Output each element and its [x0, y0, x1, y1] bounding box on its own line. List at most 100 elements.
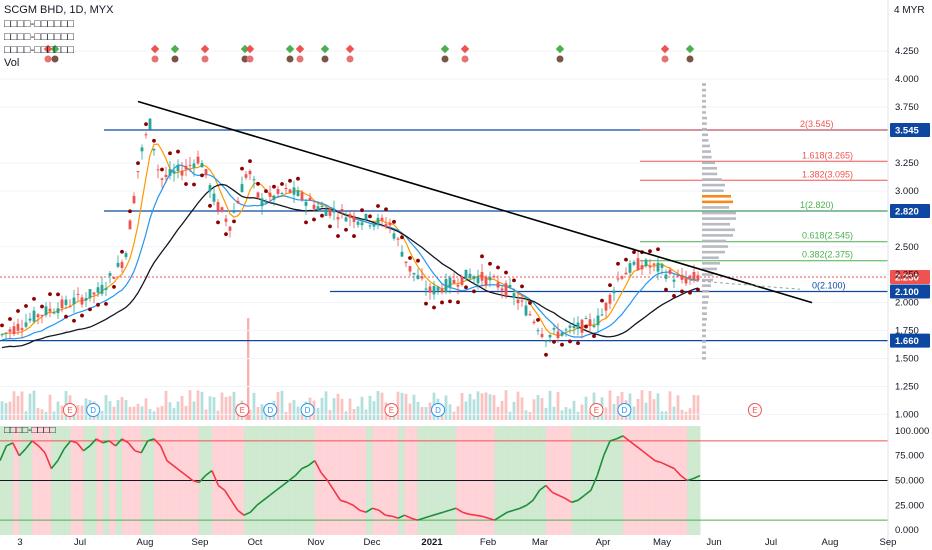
- candle-body: [328, 208, 332, 216]
- candle-body: [0, 334, 4, 336]
- candle-body: [648, 266, 652, 268]
- oscillator-line: [455, 507, 463, 513]
- oscillator-line: [577, 494, 585, 501]
- candle-body: [72, 297, 76, 305]
- oscillator-line: [648, 455, 656, 462]
- volume-bar: [176, 401, 180, 420]
- candle-body: [92, 292, 96, 295]
- oscillator-line: [391, 515, 399, 519]
- candle-body: [476, 276, 480, 284]
- oscillator-line: [641, 450, 650, 457]
- volume-bar: [52, 411, 56, 420]
- volume-bar: [512, 401, 516, 420]
- event-marker-letter: E: [752, 406, 757, 415]
- profile-bar: [702, 284, 711, 287]
- oscillator-line: [442, 509, 450, 513]
- signal-icons: [43, 44, 695, 63]
- ma-fast: [1, 143, 699, 337]
- signal-icon: [556, 55, 564, 63]
- candle-body: [200, 162, 204, 168]
- volume-bar: [584, 396, 588, 420]
- sar-dot: [72, 318, 76, 323]
- candle-body: [396, 238, 400, 240]
- candle-body: [544, 340, 548, 342]
- volume-bar: [656, 393, 660, 420]
- volume-bar: [496, 406, 500, 420]
- oscillator-line: [25, 440, 33, 450]
- candle-body: [448, 277, 452, 288]
- signal-diamond: [660, 44, 670, 54]
- volume-bar: [532, 399, 536, 420]
- volume-bar: [156, 407, 160, 420]
- oscillator-line: [237, 509, 245, 516]
- sar-dot: [352, 234, 356, 238]
- candle-body: [504, 283, 508, 296]
- oscillator-line: [583, 489, 592, 496]
- candle-body: [528, 314, 532, 316]
- profile-bar: [702, 245, 728, 248]
- price-tick-label: 4.250: [895, 46, 919, 57]
- sar-dot: [264, 189, 268, 194]
- signal-icon: [151, 55, 159, 63]
- volume-bar: [632, 406, 636, 420]
- candle-body: [560, 332, 564, 336]
- indicator-label-2[interactable]: □□□□-□□□□□□: [4, 31, 75, 43]
- sar-dot: [240, 166, 244, 171]
- profile-bar: [702, 211, 736, 215]
- volume-bar: [612, 403, 616, 420]
- sar-dot: [392, 219, 396, 224]
- oscillator-line: [397, 514, 405, 519]
- candle-body: [532, 321, 536, 324]
- candle-body: [548, 334, 552, 338]
- sar-dot: [0, 323, 4, 328]
- volume-bar: [588, 411, 592, 420]
- fib-label: 0.618(2.545): [802, 231, 853, 241]
- candle-body: [632, 261, 636, 265]
- event-marker: [62, 403, 77, 417]
- candle-body: [580, 319, 584, 333]
- oscillator-line: [475, 514, 482, 517]
- sar-dot: [688, 290, 692, 295]
- time-tick-label: May: [653, 537, 671, 548]
- time-tick-label: Feb: [480, 537, 496, 548]
- price-tick-label: 1.250: [895, 381, 919, 392]
- indicator-label-1[interactable]: □□□□-□□□□□□: [4, 18, 75, 30]
- volume-bar: [572, 400, 576, 420]
- candle-body: [320, 206, 324, 208]
- sar-dot: [120, 249, 124, 254]
- sar-dot: [368, 214, 372, 219]
- fib-label: 1.618(3.265): [802, 150, 853, 160]
- sar-dot: [112, 285, 116, 289]
- time-axis: 3 Jul Aug Sep Oct Nov Dec 2021 Feb Mar Apr May Jun Ju…: [17, 537, 896, 548]
- profile-bar: [702, 334, 706, 338]
- candle-body: [664, 274, 668, 279]
- price-tick-label: 3.750: [895, 102, 919, 113]
- volume-label[interactable]: Vol: [4, 57, 20, 69]
- sar-dot: [424, 301, 428, 306]
- profile-bar: [702, 127, 707, 131]
- candle-body: [596, 315, 600, 326]
- candle-body: [380, 217, 384, 221]
- candle-body: [32, 310, 36, 322]
- trendline[interactable]: [137, 100, 813, 304]
- profile-bar: [702, 167, 717, 170]
- candle-body: [104, 288, 108, 290]
- candle-body: [296, 190, 300, 197]
- candle-body: [88, 289, 92, 299]
- indicator-label-3[interactable]: □□□□-□□□□□□: [4, 44, 75, 56]
- profile-bar: [702, 139, 709, 142]
- candle-body: [268, 192, 272, 197]
- oscillator-line: [147, 438, 155, 442]
- oscillator-line: [18, 448, 27, 457]
- volume-bar: [16, 395, 20, 420]
- candle-body: [500, 288, 504, 291]
- volume-bar: [684, 411, 688, 420]
- sar-dot: [24, 304, 28, 308]
- symbol-title: SCGM BHD, 1D, MYX: [4, 4, 114, 16]
- oscillator-label[interactable]: □□□□-□□□□: [4, 425, 56, 436]
- sar-dot: [464, 285, 468, 290]
- volume-bar: [212, 397, 216, 420]
- time-tick-label: 2021: [421, 537, 443, 548]
